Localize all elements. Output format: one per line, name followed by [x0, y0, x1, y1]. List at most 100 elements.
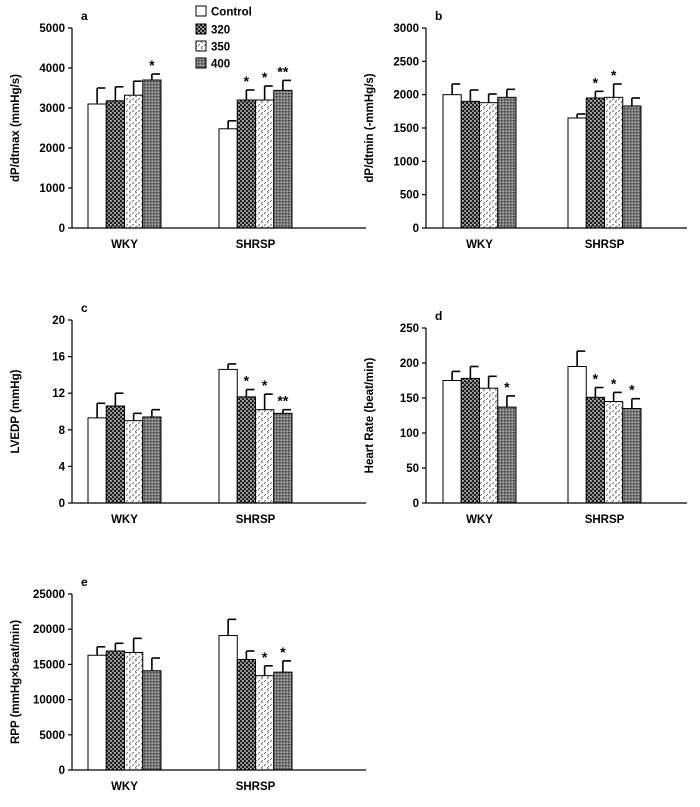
panel-d-x-category-label: WKY — [466, 514, 493, 526]
panel-e-bar-320-shrsp — [236, 658, 256, 771]
legend-entry-400: 400 — [195, 57, 230, 71]
panel-c-bar-350-shrsp — [255, 409, 275, 504]
legend-entry-350: 350 — [195, 40, 230, 54]
panel-d-y-tick-label: 100 — [400, 428, 419, 440]
panel-a-bar-320-shrsp — [236, 99, 256, 229]
panel-a-x-category-label: WKY — [111, 239, 138, 251]
panel-c-bar-320-shrsp — [236, 396, 256, 504]
panel-a-y-tick-label: 4000 — [39, 63, 65, 75]
panel-a-significance-mark: * — [149, 57, 155, 73]
legend-label-320: 320 — [211, 25, 230, 37]
panel-d-bar-320-shrsp — [585, 396, 605, 504]
panel-b-bar-320-shrsp — [585, 97, 605, 229]
panel-e-bar-400-wky — [142, 670, 162, 771]
panel-e-x-category-label: SHRSP — [236, 781, 276, 793]
panel-b-bar-control-wky — [442, 94, 462, 229]
panel-b-y-tick-label: 1000 — [393, 156, 419, 168]
legend-entry-320: 320 — [195, 23, 230, 37]
panel-a-bar-control-shrsp — [218, 128, 238, 229]
panel-c-y-axis-label: LVEDP (mmHg) — [10, 369, 22, 453]
panel-b-significance-mark: * — [593, 74, 599, 90]
panel-d-y-tick-label: 150 — [400, 393, 419, 405]
legend-swatch-320 — [195, 23, 207, 35]
panel-b-significance-mark: * — [611, 67, 617, 83]
panel-d-y-tick-label: 0 — [413, 498, 419, 510]
panel-a-chart: a 0 1000 2000 3000 4000 5000 dP/dtmax (mmHg/s) *… — [10, 9, 366, 251]
legend-label-350: 350 — [211, 42, 230, 54]
panel-e-y-tick-label: 10000 — [33, 695, 65, 707]
panel-d-significance-mark: * — [611, 375, 617, 391]
panel-a-bar-350-shrsp — [255, 99, 275, 229]
panel-c-y-tick-label: 4 — [59, 461, 66, 473]
panel-d-bar-400-wky — [497, 406, 517, 504]
panel-c-x-category-label: SHRSP — [236, 514, 276, 526]
panel-a-y-tick-label: 5000 — [39, 23, 65, 35]
panel-d-significance-mark: * — [504, 379, 510, 395]
legend-label-400: 400 — [211, 59, 230, 71]
panel-c-bar-320-wky — [105, 405, 125, 504]
panel-a-bar-control-wky — [87, 103, 107, 229]
panel-d-bar-control-wky — [442, 380, 462, 504]
panel-e-y-axis-label: RPP (mmHg×beat/min) — [10, 620, 22, 744]
panel-e-bar-320-wky — [105, 650, 125, 771]
panel-c-bar-control-wky — [87, 417, 107, 504]
panel-e-y-tick-label: 25000 — [33, 589, 65, 601]
panel-a-y-tick-label: 1000 — [39, 183, 65, 195]
panel-b-y-tick-label: 0 — [413, 223, 419, 235]
panel-d-bar-350-wky — [479, 387, 499, 504]
panel-c-x-category-label: WKY — [111, 514, 138, 526]
panel-e-bar-control-shrsp — [218, 635, 238, 771]
panel-c-y-tick-label: 0 — [59, 498, 65, 510]
panel-a-letter: a — [81, 9, 88, 23]
panel-d-chart: d 0 50 100 150 200 250 Heart Rate (beat/min) * WK… — [364, 309, 687, 526]
panel-c-bar-400-shrsp — [273, 412, 293, 504]
legend-swatch-400 — [195, 57, 207, 69]
panel-c-y-tick-label: 8 — [59, 425, 66, 437]
panel-d-significance-mark: * — [593, 371, 599, 387]
panel-b-y-tick-label: 1500 — [393, 123, 419, 135]
panel-e-y-tick-label: 15000 — [33, 659, 65, 671]
panel-e-letter: e — [81, 575, 88, 589]
panel-d-y-tick-label: 50 — [406, 463, 419, 475]
panel-a-significance-mark: * — [244, 73, 250, 89]
legend-label-control: Control — [211, 7, 252, 19]
panel-a-bar-350-wky — [124, 94, 144, 229]
legend: Control 320 350 400 — [195, 5, 252, 71]
panel-b-bar-320-wky — [460, 100, 480, 229]
panel-e-y-tick-label: 20000 — [33, 624, 65, 636]
panel-e-significance-mark: * — [280, 644, 286, 660]
panel-e-bar-control-wky — [87, 654, 107, 771]
panel-b-bar-350-wky — [479, 102, 499, 229]
panel-e-y-tick-label: 5000 — [39, 730, 65, 742]
panel-e-y-tick-label: 0 — [59, 765, 65, 777]
panel-a-y-tick-label: 2000 — [39, 143, 65, 155]
panel-e-chart: e 0 5000 10000 15000 20000 25000 RPP (mmHg×beat… — [10, 575, 366, 793]
panel-d-y-tick-label: 200 — [400, 358, 419, 370]
panel-d-bar-320-wky — [460, 377, 480, 504]
panel-b-chart: b 0 500 1000 1500 2000 2500 3000 dP/dtmin (-mmHg… — [364, 9, 687, 251]
legend-swatch-350 — [195, 40, 207, 52]
panel-c-y-tick-label: 12 — [52, 388, 65, 400]
panel-b-y-tick-label: 2500 — [393, 56, 419, 68]
panel-d-letter: d — [435, 309, 442, 323]
panel-d-y-tick-label: 250 — [400, 323, 419, 335]
panel-b-y-tick-label: 3000 — [393, 23, 419, 35]
panel-a-y-axis-label: dP/dtmax (mmHg/s) — [10, 74, 22, 182]
panel-d-bar-400-shrsp — [622, 408, 642, 504]
panel-c-significance-mark: * — [262, 377, 268, 393]
panel-d-bar-control-shrsp — [567, 366, 587, 504]
panel-c-significance-mark: ** — [277, 393, 288, 409]
panel-c-bar-control-shrsp — [218, 368, 238, 504]
panel-b-x-category-label: SHRSP — [585, 239, 625, 251]
panel-a-bar-320-wky — [105, 100, 125, 229]
panel-d-y-axis-label: Heart Rate (beat/min) — [364, 358, 376, 474]
panel-c-significance-mark: * — [244, 373, 250, 389]
panel-b-y-tick-label: 500 — [400, 190, 419, 202]
panel-c-y-tick-label: 20 — [52, 315, 65, 327]
panel-b-bar-350-shrsp — [604, 96, 624, 229]
panel-e-bar-350-shrsp — [255, 675, 275, 771]
panel-a-bar-400-wky — [142, 79, 162, 229]
